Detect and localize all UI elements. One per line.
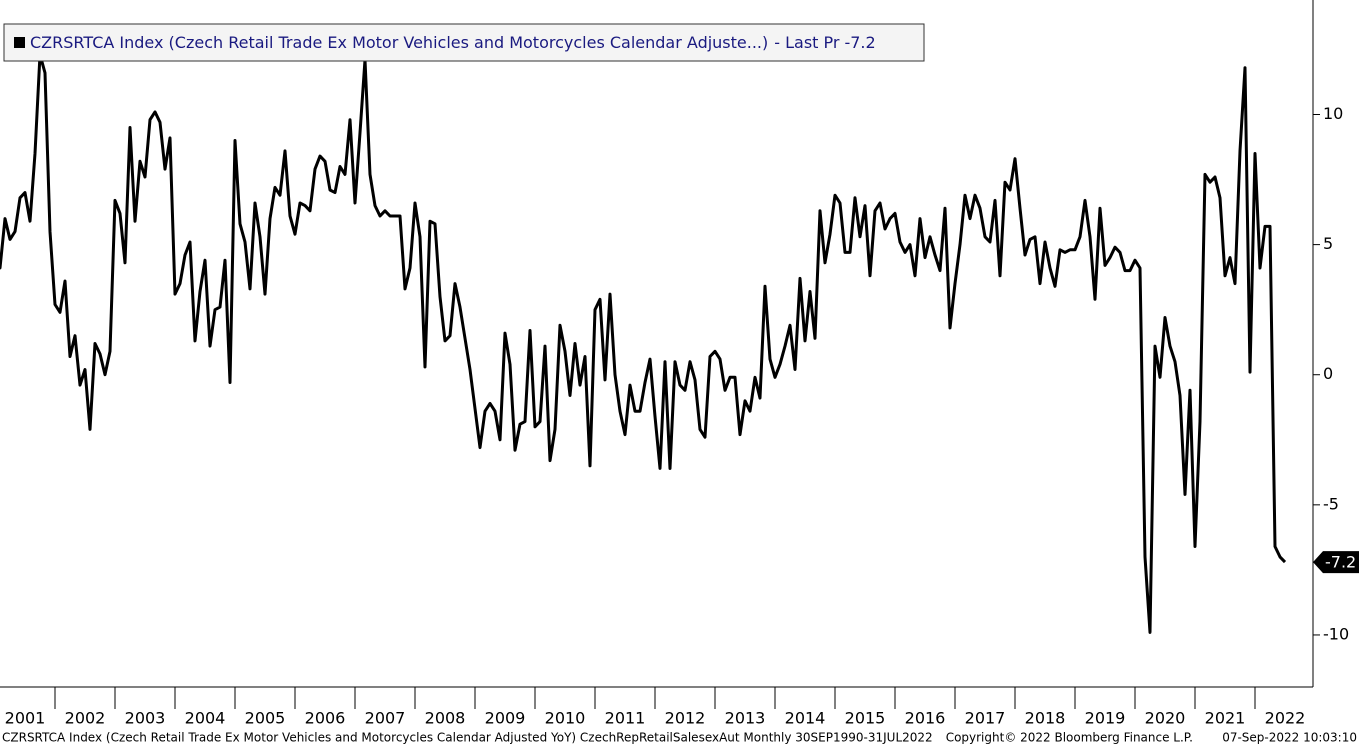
y-tick-label: 10	[1323, 104, 1343, 123]
plot-area	[0, 53, 1287, 634]
x-tick-label: 2019	[1085, 709, 1126, 728]
x-tick-label: 2014	[785, 709, 826, 728]
x-tick-label: 2016	[905, 709, 946, 728]
x-tick-label: 2003	[125, 709, 166, 728]
y-tick-label: -10	[1323, 624, 1349, 643]
legend-last-value: -7.2	[844, 33, 875, 52]
x-tick-label: 2002	[65, 709, 106, 728]
x-tick-label: 2008	[425, 709, 466, 728]
series-line	[0, 53, 1287, 634]
x-tick-label: 2001	[5, 709, 46, 728]
x-tick-label: 2020	[1145, 709, 1186, 728]
x-tick-label: 2009	[485, 709, 526, 728]
y-tick-label: 5	[1323, 234, 1333, 253]
legend-suffix: - Last Pr	[774, 33, 840, 52]
x-tick-label: 2005	[245, 709, 286, 728]
footer-date: 07-Sep-2022 10:03:10	[1222, 731, 1357, 745]
x-tick-label: 2012	[665, 709, 706, 728]
x-tick-label: 2006	[305, 709, 346, 728]
x-tick-label: 2022	[1265, 709, 1306, 728]
x-tick-label: 2021	[1205, 709, 1246, 728]
x-tick-label: 2017	[965, 709, 1006, 728]
legend-box	[3, 23, 925, 62]
last-value-tag	[1313, 551, 1359, 574]
legend-name: CZRSRTCA Index (Czech Retail Trade Ex Mo…	[30, 33, 768, 52]
x-tick-label: 2018	[1025, 709, 1066, 728]
legend-text: CZRSRTCA Index (Czech Retail Trade Ex Mo…	[30, 33, 876, 52]
legend-swatch	[14, 37, 25, 48]
y-tick-label: 0	[1323, 364, 1333, 383]
y-tick-label: -5	[1323, 494, 1339, 513]
x-tick-label: 2007	[365, 709, 406, 728]
footer-source: CZRSRTCA Index (Czech Retail Trade Ex Mo…	[2, 731, 933, 745]
x-tick-label: 2015	[845, 709, 886, 728]
x-tick-label: 2013	[725, 709, 766, 728]
x-tick-label: 2011	[605, 709, 646, 728]
x-tick-label: 2004	[185, 709, 226, 728]
x-tick-label: 2010	[545, 709, 586, 728]
footer-copyright: Copyright© 2022 Bloomberg Finance L.P.	[946, 731, 1193, 745]
last-value-label: -7.2	[1325, 553, 1356, 572]
